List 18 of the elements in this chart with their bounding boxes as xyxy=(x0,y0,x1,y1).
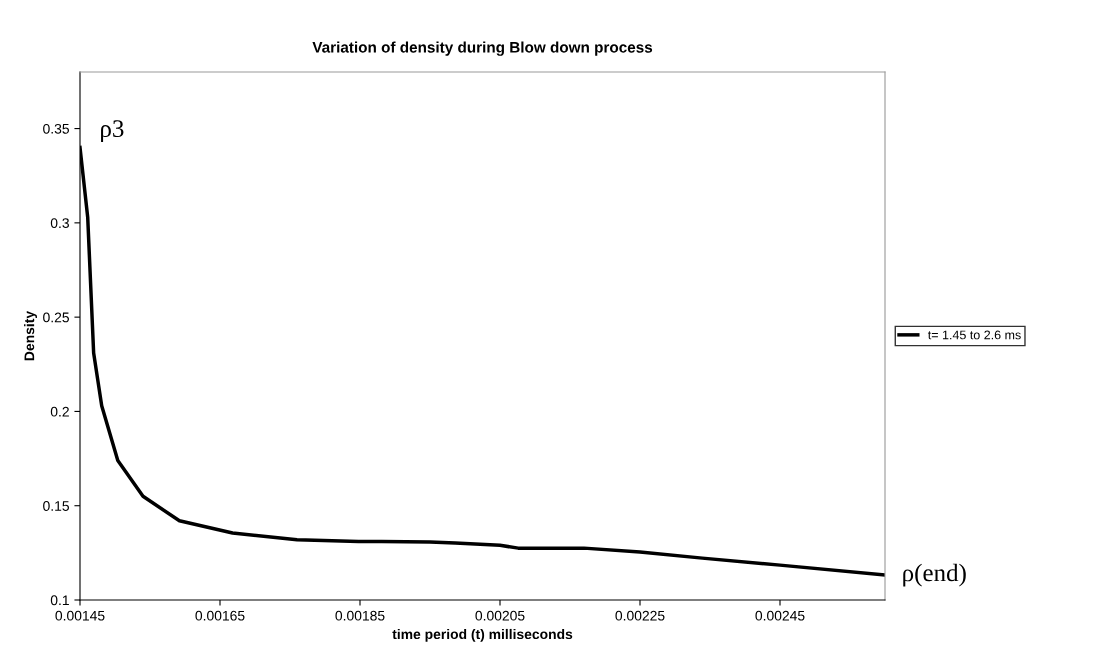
y-tick-label: 0.15 xyxy=(43,501,69,511)
annotation: ρ(end) xyxy=(903,563,966,587)
y-tick-label: 0.3 xyxy=(50,218,69,229)
chart-title: Variation of density during Blow down process xyxy=(312,41,653,56)
y-tick-label: 0.2 xyxy=(50,406,69,417)
y-tick-label: 0.25 xyxy=(43,312,69,323)
x-tick-label: 0.00185 xyxy=(335,610,385,621)
annotation: ρ3 xyxy=(101,120,124,143)
y-tick-label: 0.1 xyxy=(50,595,69,606)
y-tick-label: 0.35 xyxy=(43,123,69,134)
x-axis-title: time period (t) milliseconds xyxy=(392,628,573,642)
x-tick-label: 0.00205 xyxy=(475,610,525,621)
x-tick-label: 0.00145 xyxy=(55,610,105,621)
x-tick-label: 0.00165 xyxy=(195,610,245,621)
x-tick-label: 0.00245 xyxy=(755,610,805,621)
x-tick-label: 0.00225 xyxy=(615,610,665,621)
y-axis-title: Density xyxy=(24,310,37,361)
legend-label: t= 1.45 to 2.6 ms xyxy=(927,330,1021,340)
